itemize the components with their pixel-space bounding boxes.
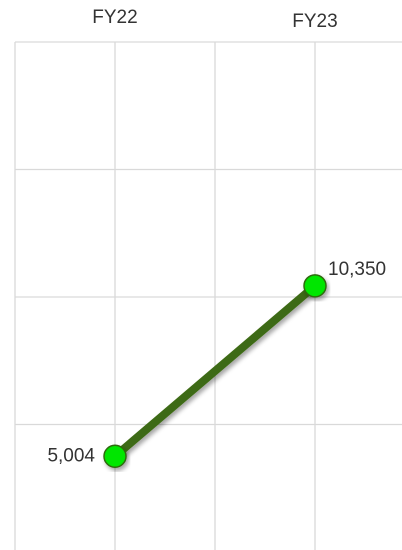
series-line — [111, 281, 319, 461]
x-tick-label: FY22 — [92, 7, 137, 28]
x-tick-label: FY23 — [292, 11, 337, 32]
marker — [303, 274, 327, 298]
marker — [103, 444, 127, 468]
data-label: 5,004 — [47, 445, 95, 466]
data-label: 10,350 — [328, 259, 386, 280]
